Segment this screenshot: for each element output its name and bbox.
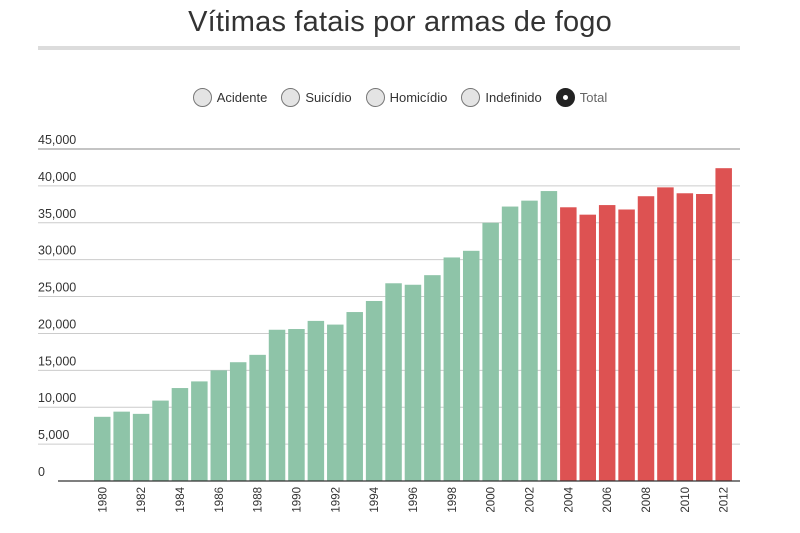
x-tick-label: 2002 — [524, 487, 536, 513]
radio-option-total[interactable]: Total — [555, 88, 608, 107]
bar-1989[interactable] — [268, 329, 286, 481]
bar-1996[interactable] — [404, 284, 422, 481]
bar-1983[interactable] — [152, 400, 169, 481]
bar-1985[interactable] — [191, 381, 208, 481]
x-tick-label: 1998 — [447, 487, 459, 513]
bar-1995[interactable] — [385, 283, 402, 481]
bar-2001[interactable] — [501, 206, 519, 481]
x-axis: 1980 1982 1984 1986 1988 1990 1992 1994 1996 1998… — [58, 480, 740, 513]
bar-1980[interactable] — [94, 416, 111, 481]
y-tick-label: 15,000 — [38, 354, 76, 368]
x-tick-label: 2008 — [641, 487, 653, 513]
bar-2006[interactable] — [598, 205, 616, 481]
bar-1986[interactable] — [210, 370, 228, 481]
bar-1998[interactable] — [443, 257, 461, 481]
radio-label: Indefinido — [485, 90, 542, 105]
bars — [94, 168, 732, 482]
y-tick-label: 30,000 — [38, 244, 76, 258]
radio-label: Suicídio — [305, 90, 352, 105]
bar-1992[interactable] — [327, 324, 344, 481]
y-tick-label: 0 — [38, 465, 45, 479]
x-tick-label: 2012 — [719, 487, 731, 513]
y-tick-label: 35,000 — [38, 207, 76, 221]
y-tick-label: 25,000 — [38, 281, 76, 295]
bar-1981[interactable] — [113, 411, 130, 481]
radio-option-acidente[interactable]: Acidente — [192, 88, 268, 107]
radio-button[interactable] — [281, 88, 301, 107]
radio-button[interactable] — [365, 88, 385, 107]
y-tick-label: 45,000 — [38, 133, 76, 147]
x-tick-label: 1996 — [408, 487, 420, 513]
x-tick-label: 2004 — [563, 486, 575, 512]
y-tick-label: 40,000 — [38, 170, 76, 184]
x-tick-label: 1994 — [369, 486, 381, 512]
category-radio-group: Acidente Suicídio Homicídio Indefinido Total — [0, 88, 800, 107]
x-tick-label: 1988 — [253, 487, 265, 513]
bar-2000[interactable] — [482, 222, 499, 481]
bar-1994[interactable] — [365, 300, 383, 481]
x-tick-label: 1990 — [291, 487, 303, 513]
x-tick-label: 2006 — [602, 487, 614, 513]
bar-1997[interactable] — [424, 275, 441, 481]
bar-1991[interactable] — [307, 320, 325, 481]
x-tick-label: 1982 — [136, 487, 148, 513]
chart-title: Vítimas fatais por armas de fogo — [188, 6, 612, 38]
bar-2005[interactable] — [579, 214, 597, 481]
x-tick-label: 1986 — [214, 487, 226, 513]
radio-button[interactable] — [192, 88, 212, 107]
bar-2010[interactable] — [676, 193, 694, 481]
y-tick-label: 20,000 — [38, 317, 76, 331]
y-axis-labels: 0 5,000 10,000 15,000 20,000 25,000 30,000 35,0… — [38, 133, 76, 479]
radio-label: Total — [579, 90, 608, 105]
radio-label: Homicídio — [389, 90, 448, 105]
bar-1988[interactable] — [249, 354, 266, 481]
x-tick-label: 1992 — [330, 487, 342, 513]
radio-label: Acidente — [216, 90, 268, 105]
x-tick-label: 1984 — [175, 486, 187, 512]
bar-1999[interactable] — [462, 250, 480, 481]
radio-option-indefinido[interactable]: Indefinido — [461, 88, 542, 107]
radio-button[interactable] — [461, 88, 481, 107]
bar-2003[interactable] — [540, 191, 558, 481]
bar-2008[interactable] — [637, 196, 655, 481]
bar-1982[interactable] — [132, 413, 150, 481]
y-tick-label: 10,000 — [38, 391, 76, 405]
bar-1984[interactable] — [171, 388, 189, 481]
radio-option-suicídio[interactable]: Suicídio — [281, 88, 352, 107]
bar-2004[interactable] — [560, 207, 577, 482]
bar-1993[interactable] — [346, 312, 363, 481]
title-divider — [38, 46, 740, 50]
y-tick-label: 5,000 — [38, 428, 69, 442]
x-tick-label: 2000 — [486, 487, 498, 513]
x-tick-label: 2010 — [680, 487, 692, 513]
radio-button[interactable] — [555, 88, 575, 107]
bar-2002[interactable] — [521, 200, 538, 481]
bar-2007[interactable] — [618, 209, 635, 481]
bar-1990[interactable] — [288, 329, 305, 481]
bar-2012[interactable] — [715, 168, 732, 481]
bar-1987[interactable] — [229, 362, 247, 481]
bar-2011[interactable] — [696, 194, 713, 481]
bar-2009[interactable] — [657, 187, 674, 481]
x-tick-label: 1980 — [97, 487, 109, 513]
radio-option-homicídio[interactable]: Homicídio — [365, 88, 448, 107]
